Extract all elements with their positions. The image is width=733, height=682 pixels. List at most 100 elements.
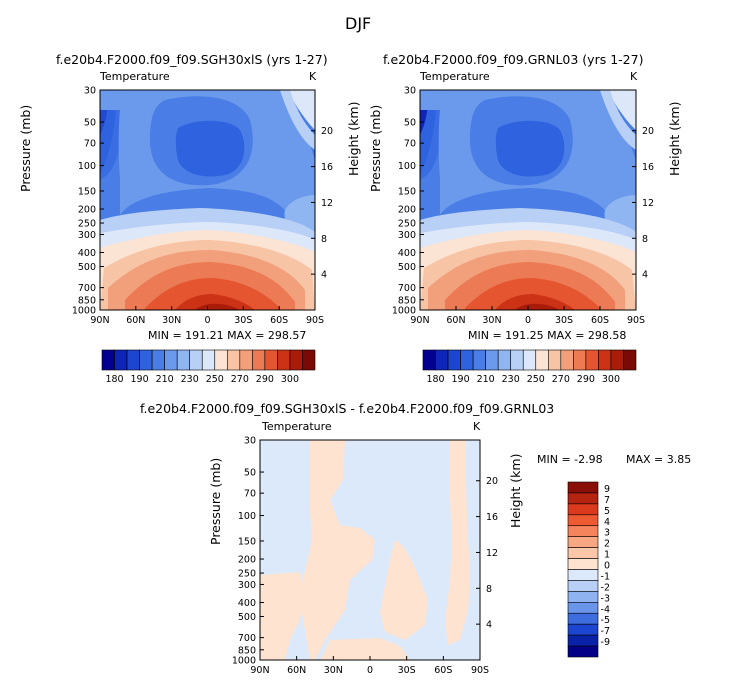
colorbar-swatch (201, 349, 216, 371)
colorbar-swatch (567, 481, 599, 494)
colorbar-swatch (151, 349, 165, 371)
colorbar-swatch (585, 349, 599, 371)
colorbar-swatch (560, 349, 574, 371)
colorbar-label: -7 (601, 626, 610, 637)
y-tick-label: 400 (78, 248, 96, 259)
x-tick-label: 60S (270, 315, 288, 326)
y2-tick-label: 16 (486, 512, 498, 523)
colorbar-swatch (472, 349, 486, 371)
y2-tick-label: 12 (486, 548, 498, 559)
colorbar-swatch (126, 349, 140, 371)
colorbar-swatch (485, 349, 499, 371)
colorbar-swatch (567, 514, 599, 527)
colorbar-label: -4 (601, 604, 610, 615)
colorbar-swatch (567, 492, 599, 505)
y-tick-label: 150 (238, 536, 256, 547)
colorbar-swatch (435, 349, 449, 371)
colorbar-swatch (277, 349, 291, 371)
y2-tick-label: 20 (486, 476, 498, 487)
panel-3-stats-max: MAX = 3.85 (626, 453, 692, 466)
y-tick-label: 200 (398, 205, 416, 216)
colorbar-panel-1: 180 190 210 230 250 270 290 300 (101, 349, 316, 385)
colorbar-label: -1 (601, 571, 610, 582)
y-tick-label: 850 (398, 295, 416, 306)
panel-2-plot (420, 90, 636, 310)
colorbar-swatch (139, 349, 153, 371)
y-tick-label: 400 (398, 248, 416, 259)
panel-3-plot (260, 440, 480, 660)
colorbar-swatch (164, 349, 178, 371)
panel-3-contour-pos-b (260, 572, 305, 660)
x-tick-label: 90N (90, 315, 109, 326)
x-tick-label: 90N (410, 315, 429, 326)
y2-tick-label: 8 (321, 234, 327, 245)
x-tick-label: 30N (162, 315, 181, 326)
y-tick-label: 700 (78, 283, 96, 294)
y-tick-label: 300 (398, 230, 416, 241)
colorbar-label: 230 (181, 374, 199, 385)
y2-tick-label: 4 (642, 270, 648, 281)
colorbar-swatch (264, 349, 278, 371)
y-tick-label: 250 (398, 219, 416, 230)
panel-2-y-label: Pressure (mb) (368, 104, 383, 192)
panel-2-stats: MIN = 191.25 MAX = 298.58 (468, 329, 627, 342)
y-tick-label: 30 (244, 436, 256, 447)
x-tick-label: 90S (471, 665, 489, 676)
colorbar-label: -5 (601, 615, 610, 626)
colorbar-label: 180 (105, 374, 123, 385)
x-tick-label: 30S (398, 665, 416, 676)
y-tick-label: 30 (84, 86, 96, 97)
panel-2-variable-label: Temperature (420, 70, 490, 83)
y-tick-label: 30 (404, 86, 416, 97)
x-tick-label: 90S (306, 315, 324, 326)
colorbar-swatch (567, 503, 599, 516)
panel-2-y2-label: Height (km) (667, 101, 682, 176)
y-tick-label: 1000 (232, 656, 256, 667)
y-tick-label: 850 (238, 645, 256, 656)
colorbar-panel-2: 180 190 210 230 250 270 290 300 (422, 349, 637, 385)
colorbar-label: -2 (601, 582, 610, 593)
panel-1-variable-label: Temperature (100, 70, 170, 83)
colorbar-swatch (101, 349, 115, 371)
x-tick-label: 90S (627, 315, 645, 326)
panel-1-title: f.e20b4.F2000.f09_f09.SGH30xlS (yrs 1-27… (56, 52, 328, 67)
y-tick-label: 200 (78, 205, 96, 216)
x-tick-label: 60N (287, 665, 306, 676)
x-tick-label: 30N (482, 315, 501, 326)
colorbar-swatch (567, 623, 599, 636)
colorbar-swatch (567, 558, 599, 570)
colorbar-label: 290 (256, 374, 274, 385)
y2-tick-label: 4 (321, 270, 327, 281)
x-tick-label: 90N (250, 665, 269, 676)
colorbar-swatch (535, 349, 549, 371)
y-tick-label: 700 (238, 633, 256, 644)
colorbar-label: 9 (604, 484, 610, 495)
colorbar-swatch (289, 349, 303, 371)
y-tick-label: 850 (78, 295, 96, 306)
colorbar-swatch (598, 349, 612, 371)
panel-1-plot (100, 90, 315, 310)
y2-tick-label: 20 (642, 126, 654, 137)
colorbar-swatch (573, 349, 587, 371)
y2-tick-label: 12 (321, 198, 333, 209)
colorbar-swatch (567, 580, 599, 592)
colorbar-label: 230 (502, 374, 520, 385)
colorbar-swatch (567, 645, 599, 658)
x-tick-label: 60N (126, 315, 145, 326)
axes-layer: 90N 60N 30N 0 30S 60S 90S305070100150200250300… (72, 86, 654, 677)
colorbar-swatch (239, 349, 253, 371)
colorbar-swatch (522, 349, 537, 371)
panel-1-contour-e (175, 120, 245, 177)
colorbar-label: 210 (156, 374, 174, 385)
colorbar-swatch (176, 349, 191, 371)
y2-tick-label: 12 (642, 198, 654, 209)
x-tick-label: 60S (591, 315, 609, 326)
y-tick-label: 50 (404, 118, 416, 129)
colorbar-label: 270 (231, 374, 249, 385)
panel-3-contour-pos-a (300, 440, 375, 660)
colorbar-swatch (214, 349, 228, 371)
colorbar-swatch (460, 349, 474, 371)
colorbar-swatch (567, 602, 599, 614)
x-tick-label: 30N (324, 665, 343, 676)
